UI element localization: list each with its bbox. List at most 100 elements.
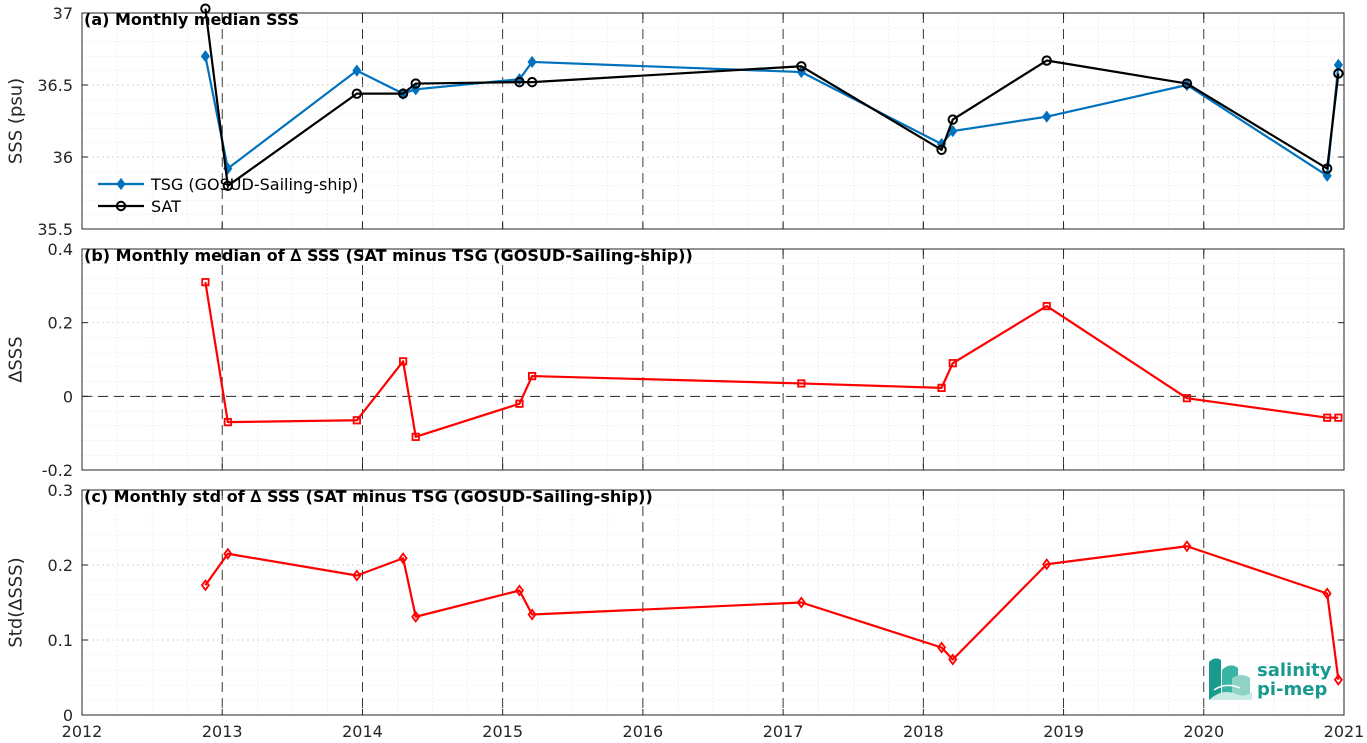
data-point xyxy=(1041,55,1052,66)
x-tick-label: 2018 xyxy=(903,722,944,741)
data-point xyxy=(223,547,233,560)
x-tick-label: 2014 xyxy=(342,722,383,741)
y-axis-label: SSS (psu) xyxy=(6,78,27,164)
legend-marker xyxy=(115,200,127,212)
minor-grid xyxy=(82,249,1344,470)
salinity-pi-mep-logo: salinity pi-mep xyxy=(1209,658,1332,700)
data-point xyxy=(351,88,363,99)
data-point xyxy=(937,383,946,392)
y-tick-label: 0.2 xyxy=(48,314,73,333)
data-point xyxy=(527,608,537,621)
major-grid xyxy=(82,249,1344,470)
x-tick-label: 2012 xyxy=(62,722,103,741)
data-point xyxy=(514,584,525,597)
y-tick-label: 0.3 xyxy=(48,481,73,500)
x-tick-label: 2016 xyxy=(623,722,664,741)
x-tick-label: 2019 xyxy=(1043,722,1084,741)
y-tick-label: 0.4 xyxy=(48,240,73,259)
series-tsg xyxy=(200,50,1343,182)
data-point xyxy=(1181,78,1193,89)
data-point xyxy=(936,641,947,654)
data-point xyxy=(352,416,361,425)
x-tick-label: 2017 xyxy=(763,722,804,741)
panel-a: 35.5 36 36.5 37 SSS (psu) (a) Monthly median … xyxy=(6,3,1345,239)
series-line xyxy=(204,281,1339,438)
logo-wave-icon xyxy=(1209,658,1252,700)
y-tick-label: 35.5 xyxy=(37,220,73,239)
data-point xyxy=(1042,301,1051,311)
plot-frame xyxy=(81,12,1345,230)
minor-grid xyxy=(82,13,1344,229)
y-axis-label: Std(∆SSS) xyxy=(6,557,27,647)
panel-b: -0.2 0 0.2 0.4 ∆SSS (b) Monthly median of ∆ S… xyxy=(6,240,1345,480)
x-tick-label: 2020 xyxy=(1183,722,1224,741)
data-point xyxy=(398,552,408,565)
series-sat xyxy=(200,3,1344,192)
series-line xyxy=(204,55,1340,177)
y-tick-label: -0.2 xyxy=(42,461,73,480)
y-tick-label: 0 xyxy=(63,387,73,406)
panel-c: 0 0.1 0.2 0.3 Std(∆SSS) (c) Monthly std of ∆ … xyxy=(6,481,1345,725)
legend-label: SAT xyxy=(151,197,181,216)
data-point xyxy=(527,55,537,69)
data-point xyxy=(1182,394,1192,403)
y-tick-label: 36 xyxy=(53,148,73,167)
data-point xyxy=(936,144,947,156)
data-point xyxy=(796,596,806,609)
series-delta xyxy=(200,540,1343,686)
minor-grid xyxy=(82,490,1344,715)
major-grid xyxy=(82,13,1344,229)
y-tick-label: 0 xyxy=(63,706,73,725)
data-point xyxy=(1333,68,1344,79)
data-point xyxy=(397,88,409,99)
plot-frame xyxy=(81,489,1345,716)
data-point xyxy=(223,418,232,427)
plot-frame xyxy=(81,248,1345,471)
logo-text-line1: salinity xyxy=(1257,660,1332,681)
legend-label: TSG (GOSUD-Sailing-ship) xyxy=(150,175,358,194)
legend: TSG (GOSUD-Sailing-ship) SAT xyxy=(98,175,358,216)
data-point xyxy=(948,653,958,666)
data-point xyxy=(796,61,807,72)
data-point xyxy=(947,114,958,125)
series-line xyxy=(204,545,1340,680)
data-point xyxy=(411,432,420,441)
data-point xyxy=(201,278,210,287)
data-point xyxy=(948,124,958,138)
data-point xyxy=(200,50,210,63)
data-point xyxy=(526,76,538,88)
data-point xyxy=(411,610,421,623)
data-point xyxy=(514,76,525,88)
data-point xyxy=(352,569,362,582)
data-point xyxy=(515,399,524,408)
y-tick-label: 36.5 xyxy=(37,76,73,95)
y-tick-label: 37 xyxy=(53,4,73,23)
panel-title: (c) Monthly std of ∆ SSS (SAT minus TSG … xyxy=(84,487,653,506)
x-axis-tick-labels: 2012 2013 2014 2015 2016 2017 2018 2019 2020 2021 xyxy=(62,722,1365,741)
series-line xyxy=(204,8,1340,187)
data-point xyxy=(1323,413,1332,422)
data-point xyxy=(1333,58,1343,71)
data-point xyxy=(1182,540,1192,553)
x-tick-label: 2021 xyxy=(1324,722,1365,741)
data-point xyxy=(1334,413,1343,422)
data-point xyxy=(399,357,408,366)
data-point xyxy=(948,359,957,368)
data-point xyxy=(352,64,362,77)
data-point xyxy=(797,379,806,388)
logo-text-line2: pi-mep xyxy=(1257,679,1327,700)
data-point xyxy=(200,3,211,14)
data-point xyxy=(200,579,210,592)
series-delta xyxy=(201,278,1343,441)
data-point xyxy=(410,78,421,89)
data-point xyxy=(1333,673,1343,686)
y-tick-label: 0.2 xyxy=(48,556,73,575)
data-point xyxy=(1321,163,1333,174)
data-point xyxy=(1042,558,1052,571)
data-point xyxy=(222,180,234,192)
legend-marker xyxy=(116,177,126,191)
x-tick-label: 2013 xyxy=(202,722,243,741)
data-point xyxy=(1322,587,1332,600)
y-tick-label: 0.1 xyxy=(48,631,73,650)
panel-title: (b) Monthly median of ∆ SSS (SAT minus T… xyxy=(84,246,693,265)
